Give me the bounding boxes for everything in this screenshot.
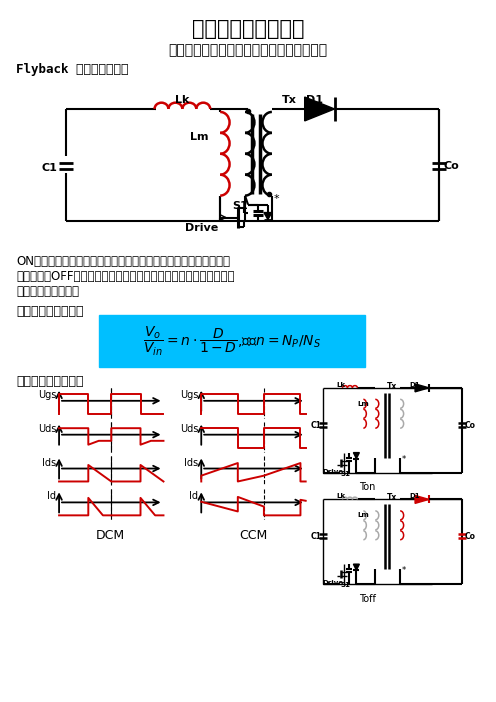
Text: Lm: Lm — [358, 401, 369, 406]
Text: C1: C1 — [310, 420, 321, 430]
Text: S1: S1 — [340, 470, 350, 477]
Bar — [99, 315, 366, 367]
Text: ON：开关管导通，变压器原边充电，二极管关断，负载由输出滤波: ON：开关管导通，变压器原边充电，二极管关断，负载由输出滤波 — [16, 256, 230, 268]
Text: Ton: Ton — [359, 482, 375, 493]
Text: Lk: Lk — [336, 494, 345, 499]
Text: Lm: Lm — [190, 132, 209, 142]
Text: Tx: Tx — [387, 494, 397, 503]
Text: Drive: Drive — [322, 580, 344, 586]
Text: Ids: Ids — [42, 458, 56, 468]
Text: Co: Co — [465, 532, 476, 541]
Text: S1: S1 — [232, 201, 248, 211]
Text: C1: C1 — [41, 163, 57, 173]
Text: Id: Id — [189, 491, 198, 501]
Polygon shape — [354, 564, 360, 570]
Text: 理想情况下开关波形: 理想情况下开关波形 — [16, 375, 84, 388]
Text: S1: S1 — [340, 582, 350, 588]
Text: Drive: Drive — [322, 468, 344, 475]
Polygon shape — [354, 453, 360, 458]
Text: Toff: Toff — [359, 594, 376, 604]
Polygon shape — [305, 97, 334, 121]
Text: 电容供电。OFF：开关管关断，二极管导通，变压器储存能量通过二: 电容供电。OFF：开关管关断，二极管导通，变压器储存能量通过二 — [16, 270, 235, 284]
Text: 原理分析、波形分析、应力计算、回路布局: 原理分析、波形分析、应力计算、回路布局 — [169, 44, 327, 58]
Text: C1: C1 — [310, 532, 321, 541]
Text: Tx: Tx — [387, 382, 397, 391]
Text: *: * — [402, 455, 406, 463]
Text: 极管向负载侧传送。: 极管向负载侧传送。 — [16, 285, 79, 298]
Text: Tx: Tx — [282, 95, 297, 105]
Text: Co: Co — [444, 161, 460, 171]
Text: Drive: Drive — [186, 223, 219, 232]
Polygon shape — [264, 213, 272, 220]
Text: Co: Co — [465, 420, 476, 430]
Polygon shape — [415, 496, 429, 503]
Text: 反激式开关电源设计: 反激式开关电源设计 — [192, 20, 304, 39]
Text: Ugs: Ugs — [38, 390, 56, 400]
Text: Lk: Lk — [175, 95, 189, 105]
Text: Lk: Lk — [336, 382, 345, 388]
Text: *: * — [274, 194, 279, 204]
Text: D1: D1 — [410, 494, 421, 499]
Text: D1: D1 — [306, 95, 323, 105]
Text: *: * — [402, 566, 406, 575]
Text: 基本输入输出关系：: 基本输入输出关系： — [16, 305, 84, 318]
Text: Ids: Ids — [184, 458, 198, 468]
Text: DCM: DCM — [96, 529, 125, 542]
Text: Uds: Uds — [38, 424, 56, 434]
Text: D1: D1 — [410, 382, 421, 388]
Polygon shape — [415, 384, 429, 392]
Text: $\dfrac{V_o}{V_{in}}=n\cdot\dfrac{D}{1-D}$,其中$n=N_P/N_S$: $\dfrac{V_o}{V_{in}}=n\cdot\dfrac{D}{1-D… — [143, 324, 321, 357]
Text: Uds: Uds — [180, 424, 198, 434]
Text: Ugs: Ugs — [180, 390, 198, 400]
Text: Flyback 变换器模态分析: Flyback 变换器模态分析 — [16, 63, 129, 76]
Text: Lm: Lm — [358, 512, 369, 518]
Text: Id: Id — [47, 491, 56, 501]
Text: CCM: CCM — [239, 529, 267, 542]
